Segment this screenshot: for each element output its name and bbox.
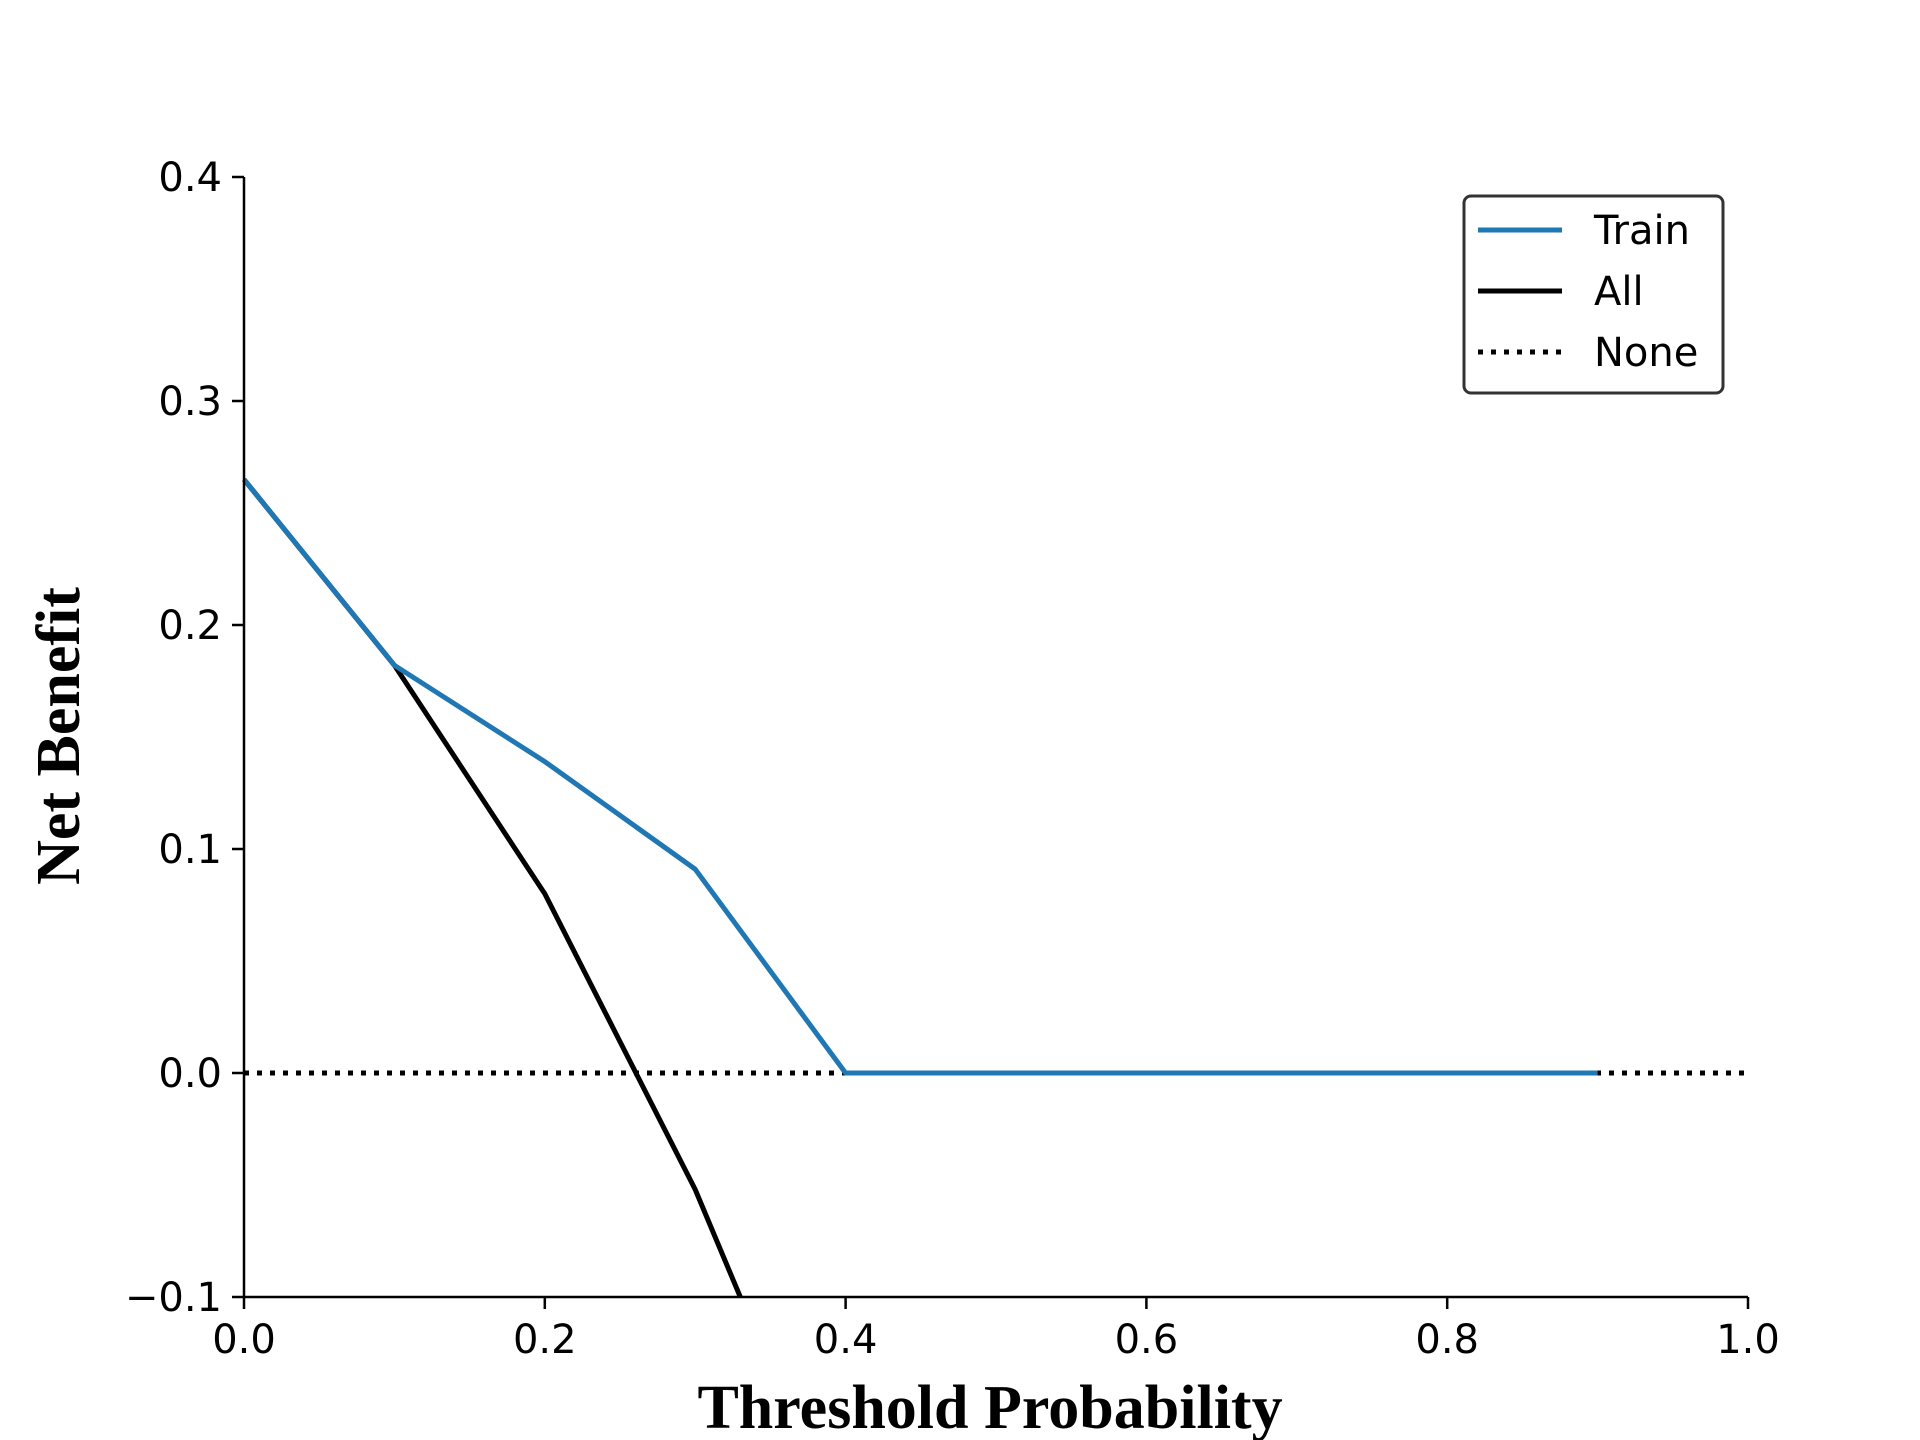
x-tick-label: 0.0 xyxy=(212,1317,276,1363)
series-layer xyxy=(242,477,1748,1298)
series-line-all xyxy=(242,477,743,1298)
legend-label-train: Train xyxy=(1593,208,1690,254)
legend-box xyxy=(1462,194,1725,395)
y-axis-title: Net Benefit xyxy=(25,587,93,885)
y-tick-label: 0.0 xyxy=(158,1051,222,1097)
legend-items: Train All None xyxy=(1478,208,1698,376)
x-tick-label: 0.4 xyxy=(814,1317,878,1363)
y-tick-label: 0.1 xyxy=(158,827,222,873)
x-ticks: 0.0 0.2 0.4 0.6 0.8 1.0 xyxy=(212,1297,1780,1363)
y-tick-label: −0.1 xyxy=(125,1275,222,1321)
x-axis-title: Threshold Probability xyxy=(697,1374,1282,1440)
x-tick-label: 0.6 xyxy=(1115,1317,1179,1363)
x-tick-label: 0.2 xyxy=(513,1317,577,1363)
x-tick-label: 1.0 xyxy=(1716,1317,1780,1363)
y-tick-label: 0.3 xyxy=(158,379,222,425)
x-tick-label: 0.8 xyxy=(1415,1317,1479,1363)
axes-layer: −0.10.00.10.20.30.4 0.0 0.2 0.4 0.6 0.8 1.0 xyxy=(125,155,1780,1363)
y-ticks: −0.1 0.0 0.1 0.2 0.3 0.4 xyxy=(125,155,244,1321)
legend: Train All None xyxy=(1462,194,1725,395)
legend-label-none: None xyxy=(1594,330,1698,376)
y-tick-label: 0.2 xyxy=(158,603,222,649)
series-line-train xyxy=(242,477,1598,1076)
y-tick-label: 0.4 xyxy=(158,155,222,201)
legend-label-all: All xyxy=(1594,269,1644,315)
